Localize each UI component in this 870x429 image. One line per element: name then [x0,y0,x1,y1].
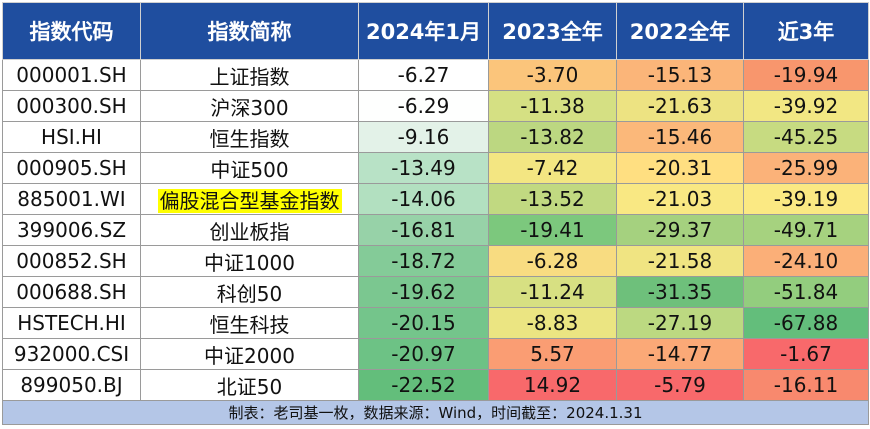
table-row: 000905.SH 中证500 -13.49 -7.42 -20.31 -25.99 [2,152,869,184]
highlighted-index-name: 偏股混合型基金指数 [157,188,342,213]
header-last-3-years[interactable]: 近3年 [743,2,869,60]
return-2023-cell: 14.92 [488,369,617,401]
index-code-cell: 000852.SH [2,245,141,277]
header-2024-jan[interactable]: 2024年1月 [358,2,489,60]
return-2023-cell: -13.82 [488,121,617,153]
index-name-cell: 创业板指 [140,214,359,246]
index-name-cell: 中证2000 [140,338,359,370]
return-2022-cell: -14.77 [616,338,744,370]
return-2023-cell: -3.70 [488,59,617,91]
return-3y-cell: -39.92 [743,90,869,122]
return-3y-cell: -1.67 [743,338,869,370]
return-3y-cell: -25.99 [743,152,869,184]
return-2024-jan-cell: -20.15 [358,307,489,339]
header-2022-full-year[interactable]: 2022全年 [616,2,744,60]
return-2022-cell: -21.58 [616,245,744,277]
return-2022-cell: -31.35 [616,276,744,308]
table-row: HSI.HI 恒生指数 -9.16 -13.82 -15.46 -45.25 [2,121,869,153]
return-2022-cell: -27.19 [616,307,744,339]
return-2024-jan-cell: -6.27 [358,59,489,91]
return-2024-jan-cell: -6.29 [358,90,489,122]
table-row: 932000.CSI 中证2000 -20.97 5.57 -14.77 -1.67 [2,338,869,370]
return-2022-cell: -29.37 [616,214,744,246]
table-row: 000300.SH 沪深300 -6.29 -11.38 -21.63 -39.92 [2,90,869,122]
index-name-cell: 恒生科技 [140,307,359,339]
index-code-cell: HSTECH.HI [2,307,141,339]
return-2022-cell: -21.03 [616,183,744,215]
index-name-cell: 上证指数 [140,59,359,91]
return-2024-jan-cell: -9.16 [358,121,489,153]
return-2024-jan-cell: -22.52 [358,369,489,401]
return-3y-cell: -19.94 [743,59,869,91]
return-2023-cell: -6.28 [488,245,617,277]
table-body: 000001.SH 上证指数 -6.27 -3.70 -15.13 -19.94 00030… [2,59,869,401]
return-2024-jan-cell: -18.72 [358,245,489,277]
table-row: 000688.SH 科创50 -19.62 -11.24 -31.35 -51.84 [2,276,869,308]
footer-row: 制表：老司基一枚，数据来源：Wind，时间截至：2024.1.31 [2,400,869,425]
index-code-cell: 885001.WI [2,183,141,215]
return-2023-cell: -11.38 [488,90,617,122]
return-2024-jan-cell: -20.97 [358,338,489,370]
index-code-cell: 000905.SH [2,152,141,184]
return-3y-cell: -51.84 [743,276,869,308]
return-2022-cell: -5.79 [616,369,744,401]
table-row: 399006.SZ 创业板指 -16.81 -19.41 -29.37 -49.71 [2,214,869,246]
return-3y-cell: -67.88 [743,307,869,339]
header-2023-full-year[interactable]: 2023全年 [488,2,617,60]
return-2022-cell: -21.63 [616,90,744,122]
table-row: 899050.BJ 北证50 -22.52 14.92 -5.79 -16.11 [2,369,869,401]
return-3y-cell: -24.10 [743,245,869,277]
return-2023-cell: -13.52 [488,183,617,215]
index-name-cell: 沪深300 [140,90,359,122]
index-code-cell: 000300.SH [2,90,141,122]
return-2023-cell: 5.57 [488,338,617,370]
return-2024-jan-cell: -14.06 [358,183,489,215]
table-row: 885001.WI 偏股混合型基金指数 -14.06 -13.52 -21.03 -39.… [2,183,869,215]
index-name-cell: 偏股混合型基金指数 [140,183,359,215]
return-2024-jan-cell: -13.49 [358,152,489,184]
index-name-cell: 中证500 [140,152,359,184]
return-2022-cell: -15.46 [616,121,744,153]
return-3y-cell: -45.25 [743,121,869,153]
return-2023-cell: -11.24 [488,276,617,308]
source-note: 制表：老司基一枚，数据来源：Wind，时间截至：2024.1.31 [2,400,869,425]
index-code-cell: HSI.HI [2,121,141,153]
index-name-cell: 恒生指数 [140,121,359,153]
table-row: 000001.SH 上证指数 -6.27 -3.70 -15.13 -19.94 [2,59,869,91]
return-2024-jan-cell: -16.81 [358,214,489,246]
index-name-cell: 科创50 [140,276,359,308]
index-code-cell: 932000.CSI [2,338,141,370]
return-2023-cell: -8.83 [488,307,617,339]
header-index-name[interactable]: 指数简称 [140,2,359,60]
return-2022-cell: -20.31 [616,152,744,184]
header-row: 指数代码 指数简称 2024年1月 2023全年 2022全年 近3年 [2,2,869,60]
table-row: HSTECH.HI 恒生科技 -20.15 -8.83 -27.19 -67.88 [2,307,869,339]
index-name-cell: 中证1000 [140,245,359,277]
return-3y-cell: -16.11 [743,369,869,401]
return-3y-cell: -49.71 [743,214,869,246]
table-row: 000852.SH 中证1000 -18.72 -6.28 -21.58 -24.10 [2,245,869,277]
return-3y-cell: -39.19 [743,183,869,215]
return-2022-cell: -15.13 [616,59,744,91]
index-code-cell: 399006.SZ [2,214,141,246]
index-code-cell: 899050.BJ [2,369,141,401]
index-name-cell: 北证50 [140,369,359,401]
header-index-code[interactable]: 指数代码 [2,2,141,60]
return-2023-cell: -19.41 [488,214,617,246]
return-2024-jan-cell: -19.62 [358,276,489,308]
index-code-cell: 000688.SH [2,276,141,308]
index-code-cell: 000001.SH [2,59,141,91]
return-2023-cell: -7.42 [488,152,617,184]
